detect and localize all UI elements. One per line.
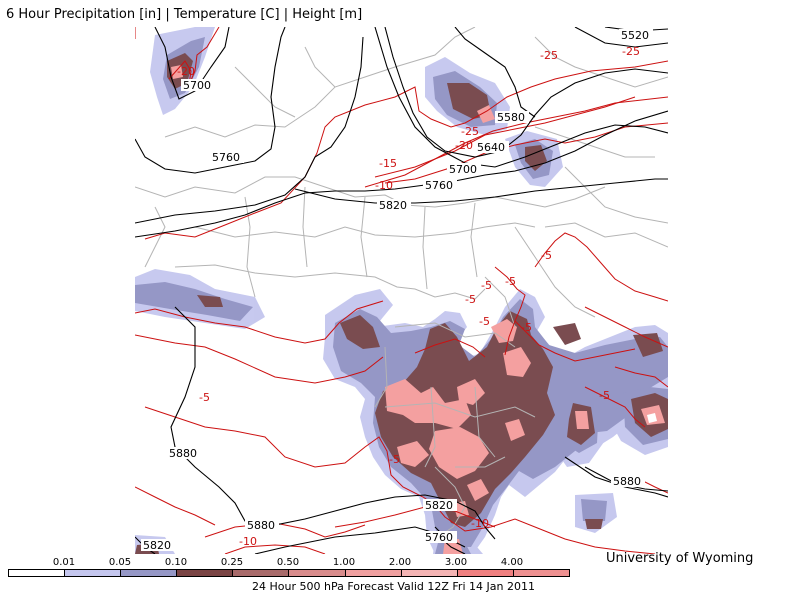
temperature-label: -5 <box>481 279 492 292</box>
height-label: 5760 <box>212 151 240 164</box>
borders-layer <box>135 27 668 540</box>
legend-threshold: 2.00 <box>388 557 412 568</box>
temperature-label: -25 <box>540 49 558 62</box>
temperature-label: -5 <box>599 389 610 402</box>
temperature-label: -5 <box>389 453 400 466</box>
temperature-label: -25 <box>622 45 640 58</box>
temperature-labels: -25 -25 -20 -25 -20 -15 -10 -5 -5 -5 -5 … <box>177 45 640 548</box>
legend-swatch <box>177 570 234 576</box>
legend-threshold: 4.00 <box>500 557 524 568</box>
temperature-label: -20 <box>177 65 195 78</box>
temperature-label: -10 <box>239 535 257 548</box>
height-label: 5580 <box>497 111 525 124</box>
precipitation-layer <box>135 27 668 554</box>
height-label: 5880 <box>247 519 275 532</box>
legend-swatch <box>345 570 402 576</box>
height-label: 5880 <box>613 475 641 488</box>
temperature-label: -15 <box>379 157 397 170</box>
map-title: 6 Hour Precipitation [in] | Temperature … <box>6 7 363 22</box>
legend-labels: 0.01 0.05 0.10 0.25 0.50 1.00 2.00 3.00 … <box>8 557 568 569</box>
temperature-label: -5 <box>465 293 476 306</box>
legend-swatch <box>233 570 290 576</box>
height-label: 5760 <box>425 179 453 192</box>
forecast-valid-caption: 24 Hour 500 hPa Forecast Valid 12Z Fri 1… <box>252 580 535 593</box>
legend-swatch <box>121 570 178 576</box>
legend-threshold: 0.50 <box>276 557 300 568</box>
legend-threshold: 0.05 <box>108 557 132 568</box>
legend-threshold: 3.00 <box>444 557 468 568</box>
height-label: 5700 <box>449 163 477 176</box>
legend-swatch <box>9 570 66 576</box>
height-labels: 5520 5700 5580 5640 5700 5760 5760 5820 … <box>141 29 653 552</box>
legend-threshold: 0.25 <box>220 557 244 568</box>
legend-swatch <box>289 570 346 576</box>
height-label: 5820 <box>379 199 407 212</box>
temperature-label: -5 <box>199 391 210 404</box>
legend-swatch <box>401 570 458 576</box>
legend-swatch <box>457 570 514 576</box>
height-label: 5820 <box>425 499 453 512</box>
credit-label: University of Wyoming <box>606 551 754 566</box>
height-label: 5880 <box>169 447 197 460</box>
forecast-map: 5520 5700 5580 5640 5700 5760 5760 5820 … <box>135 27 668 554</box>
legend-color-bar <box>8 569 570 577</box>
temperature-label: -5 <box>521 321 532 334</box>
height-label: 5520 <box>621 29 649 42</box>
temperature-label: -5 <box>541 249 552 262</box>
height-label: 5700 <box>183 79 211 92</box>
height-label: 5760 <box>425 531 453 544</box>
temperature-label: -5 <box>505 275 516 288</box>
temperature-label: -5 <box>479 315 490 328</box>
height-label: 5820 <box>143 539 171 552</box>
temperature-label: -10 <box>375 179 393 192</box>
legend-threshold: 0.01 <box>52 557 76 568</box>
legend-swatch <box>65 570 122 576</box>
legend-threshold: 1.00 <box>332 557 356 568</box>
temperature-label: -25 <box>461 125 479 138</box>
legend-threshold: 0.10 <box>164 557 188 568</box>
temperature-label: -20 <box>455 139 473 152</box>
legend-swatch <box>513 570 569 576</box>
temperature-label: -10 <box>471 517 489 530</box>
height-label: 5640 <box>477 141 505 154</box>
